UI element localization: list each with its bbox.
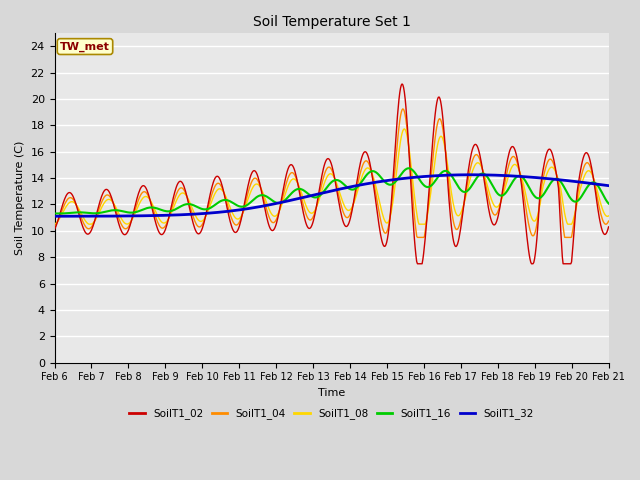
Title: Soil Temperature Set 1: Soil Temperature Set 1	[253, 15, 410, 29]
Text: TW_met: TW_met	[60, 41, 110, 52]
Y-axis label: Soil Temperature (C): Soil Temperature (C)	[15, 141, 25, 255]
Legend: SoilT1_02, SoilT1_04, SoilT1_08, SoilT1_16, SoilT1_32: SoilT1_02, SoilT1_04, SoilT1_08, SoilT1_…	[125, 404, 538, 423]
X-axis label: Time: Time	[318, 388, 345, 398]
